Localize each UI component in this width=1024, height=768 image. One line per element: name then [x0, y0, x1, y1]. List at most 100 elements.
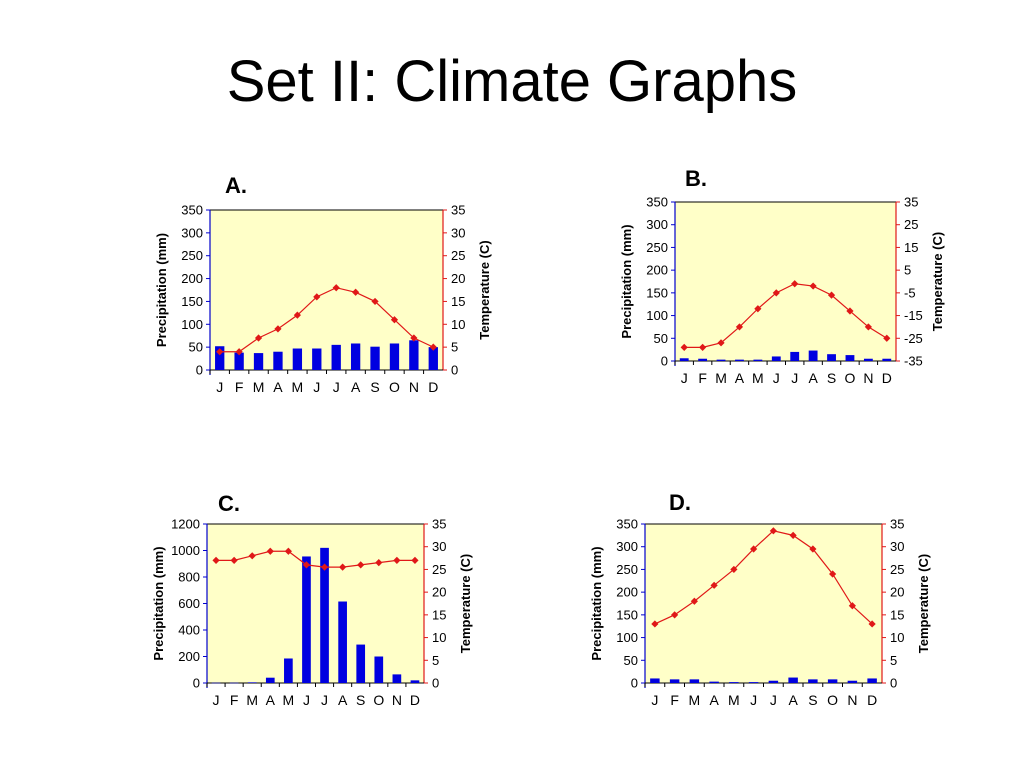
temperature-marker [690, 597, 698, 605]
precip-bar [389, 343, 400, 370]
precip-tick-label: 100 [616, 630, 638, 645]
precip-bar [229, 682, 239, 684]
precip-bar [284, 658, 293, 683]
month-label: F [230, 692, 239, 708]
climate-chart-b: 0 50 100 150 200 250 300 350 -35 -25 -15 -5 5 15 25 35 J… [619, 195, 945, 387]
month-label: N [409, 379, 419, 395]
temp-tick-label: 5 [451, 340, 458, 355]
precip-bar [253, 353, 264, 370]
month-label: A [266, 692, 276, 708]
temp-tick-label: 0 [451, 363, 458, 378]
plot-area [207, 524, 424, 683]
temp-tick-label: 0 [432, 676, 439, 691]
precip-tick-label: 150 [616, 607, 638, 622]
month-label: O [845, 370, 856, 386]
precip-tick-label: 100 [181, 317, 203, 332]
precip-bar [735, 359, 744, 361]
temperature-marker [769, 527, 777, 535]
month-label: F [670, 692, 679, 708]
precip-bar [265, 677, 275, 683]
temp-tick-label: 10 [432, 630, 446, 645]
precip-bar [768, 680, 779, 683]
precip-tick-label: 1000 [171, 543, 200, 558]
precip-bar [771, 356, 781, 361]
precip-tick-label: 400 [178, 623, 200, 638]
precip-bar [669, 679, 680, 683]
temperature-marker [651, 620, 659, 628]
precip-axis-label: Precipitation (mm) [619, 224, 634, 338]
precip-tick-label: 0 [193, 676, 200, 691]
month-label: J [333, 379, 340, 395]
temp-tick-label: 5 [890, 653, 897, 668]
month-label: N [863, 370, 873, 386]
precip-bar [863, 358, 873, 361]
precip-bar [790, 351, 800, 361]
precip-bar [247, 682, 257, 683]
month-label: J [213, 692, 220, 708]
temp-tick-label: 30 [890, 539, 904, 554]
temp-tick-label: 25 [904, 217, 918, 232]
precip-bar [273, 351, 283, 370]
month-label: N [847, 692, 857, 708]
chart-d-letter: D. [669, 490, 691, 515]
month-label: O [373, 692, 384, 708]
month-label: A [351, 379, 361, 395]
month-label: D [428, 379, 438, 395]
month-label: M [689, 692, 701, 708]
precip-bar [215, 346, 225, 370]
temperature-marker [791, 280, 799, 288]
month-label: J [750, 692, 757, 708]
precip-bar [350, 343, 361, 370]
precip-bar [312, 348, 322, 370]
precip-bar [845, 355, 855, 361]
precip-axis-label: Precipitation (mm) [589, 546, 604, 660]
month-label: D [410, 692, 420, 708]
chart-c-letter: C. [218, 491, 240, 516]
precip-tick-label: 200 [616, 585, 638, 600]
month-label: S [827, 370, 836, 386]
precip-bar [847, 680, 858, 683]
precip-axis-label: Precipitation (mm) [151, 546, 166, 660]
month-label: D [867, 692, 877, 708]
precip-tick-label: 350 [616, 517, 638, 532]
precip-tick-label: 50 [624, 653, 638, 668]
precip-bar [882, 358, 892, 361]
temp-tick-label: 25 [890, 562, 904, 577]
precip-bar [867, 678, 877, 683]
precip-bar [302, 556, 311, 683]
month-label: J [303, 692, 310, 708]
temperature-line [654, 530, 873, 625]
temp-tick-label: -15 [904, 308, 923, 323]
precip-tick-label: 300 [181, 225, 203, 240]
temperature-marker [293, 311, 301, 319]
temp-tick-label: -35 [904, 354, 923, 369]
month-label: J [770, 692, 777, 708]
month-label: J [313, 379, 320, 395]
precip-tick-label: 0 [631, 676, 638, 691]
month-label: A [273, 379, 283, 395]
temperature-marker [809, 282, 817, 290]
temp-tick-label: 35 [432, 517, 446, 532]
temperature-marker [410, 334, 418, 342]
precip-bar [409, 340, 419, 370]
precip-bar [716, 359, 726, 361]
precip-bar [748, 682, 759, 683]
precip-tick-label: 150 [646, 285, 668, 300]
month-label: A [338, 692, 348, 708]
month-label: A [735, 370, 745, 386]
temperature-marker [750, 545, 758, 553]
precip-tick-label: 0 [196, 363, 203, 378]
temperature-marker [248, 552, 256, 560]
temp-tick-label: -5 [904, 285, 916, 300]
month-label: O [389, 379, 400, 395]
precip-tick-label: 100 [646, 308, 668, 323]
precip-bar [650, 678, 660, 683]
temperature-marker [339, 563, 347, 571]
precip-tick-label: 50 [654, 331, 668, 346]
precip-bar [808, 679, 818, 683]
precip-bar [374, 656, 384, 683]
temp-tick-label: 15 [890, 607, 904, 622]
